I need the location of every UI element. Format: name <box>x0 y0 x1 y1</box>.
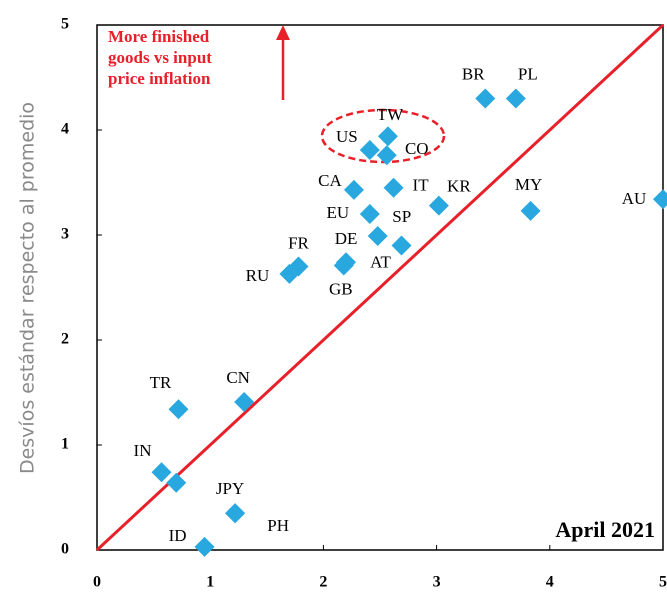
point <box>166 472 187 493</box>
point <box>428 195 449 216</box>
annotation: More finished goods vs input price inflati… <box>108 27 212 88</box>
x-tick-label: 1 <box>206 574 214 591</box>
point-label: GB <box>329 279 353 298</box>
point-label: MY <box>515 175 542 194</box>
point <box>234 391 255 412</box>
y-tick-label: 1 <box>61 436 69 453</box>
point <box>653 189 667 210</box>
point <box>376 145 397 166</box>
point-label: BR <box>462 64 485 83</box>
point <box>377 126 398 147</box>
point-label: EU <box>326 203 349 222</box>
point-label: US <box>336 127 358 146</box>
point <box>520 200 541 221</box>
point-label: JPY <box>216 479 244 498</box>
point <box>151 462 172 483</box>
y-tick-label: 4 <box>61 121 69 138</box>
point-label: KR <box>447 177 471 196</box>
point <box>359 139 380 160</box>
point-label: IN <box>134 441 152 460</box>
point <box>333 255 354 276</box>
point <box>359 204 380 224</box>
annotation-line: More finished <box>108 27 210 46</box>
arrow-head <box>276 25 290 40</box>
date-label: April 2021 <box>555 517 655 542</box>
point-label: CA <box>318 171 342 190</box>
plot-frame <box>96 24 664 551</box>
point <box>279 263 300 284</box>
point <box>367 226 388 247</box>
x-tick-label: 4 <box>546 574 554 591</box>
point-label: AU <box>622 189 647 208</box>
x-tick-label: 3 <box>433 574 441 591</box>
y-axis-label: Desvíos estándar respecto al promedio <box>17 102 39 474</box>
point-label: AT <box>370 252 391 271</box>
highlight-ellipse <box>320 108 446 164</box>
point <box>343 179 364 200</box>
x-tick-label: 0 <box>93 574 101 591</box>
point-label: ID <box>169 526 187 545</box>
point-label: FR <box>288 233 309 252</box>
x-tick-label: 5 <box>659 574 667 591</box>
point <box>475 88 496 109</box>
y-tick-label: 5 <box>61 16 69 33</box>
point <box>391 235 412 256</box>
point-label: SP <box>392 207 411 226</box>
y-tick-label: 2 <box>61 331 69 348</box>
point-label: CN <box>226 368 250 387</box>
point-label: RU <box>246 266 270 285</box>
y-tick-label: 0 <box>61 541 69 558</box>
annotation-line: goods vs input <box>108 48 212 67</box>
annotation-line: price inflation <box>108 69 211 88</box>
x-tick-label: 2 <box>319 574 327 591</box>
point-label: PH <box>267 516 289 535</box>
point <box>505 88 526 109</box>
point <box>194 536 215 557</box>
point <box>168 399 189 420</box>
y-tick-label: 3 <box>61 226 69 243</box>
point-label: CO <box>405 139 429 158</box>
point-label: IT <box>413 176 430 195</box>
diagonal-line <box>95 23 665 552</box>
point-label: TR <box>150 373 172 392</box>
point-label: TW <box>377 105 404 124</box>
point-label: PL <box>518 64 538 83</box>
point <box>383 177 404 198</box>
point <box>225 503 246 524</box>
point-label: DE <box>335 229 358 248</box>
